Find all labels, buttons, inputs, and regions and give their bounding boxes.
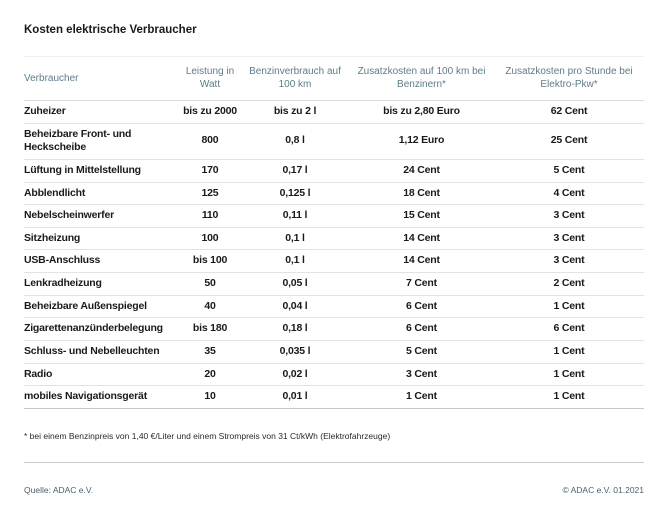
table-cell: Zuheizer	[24, 100, 179, 124]
table-cell: bis zu 2,80 Euro	[349, 100, 494, 124]
table-cell: 6 Cent	[349, 295, 494, 319]
table-cell: bis zu 2 l	[241, 100, 349, 124]
table-cell: 100	[179, 227, 241, 251]
table-cell: bis zu 2000	[179, 100, 241, 124]
table-cell: 0,035 l	[241, 340, 349, 364]
table-cell: 20	[179, 363, 241, 387]
table-cell: 800	[179, 123, 241, 160]
table-cell: 15 Cent	[349, 204, 494, 228]
table-cell: 62 Cent	[494, 100, 644, 124]
table-row: Abblendlicht 125 0,125 l 18 Cent 4 Cent	[24, 182, 644, 206]
copyright-label: © ADAC e.V. 01.2021	[562, 484, 644, 495]
table-cell: 125	[179, 182, 241, 206]
table-cell: bis 180	[179, 317, 241, 342]
table-cell: 40	[179, 295, 241, 319]
table-cell: Nebelscheinwerfer	[24, 204, 179, 228]
table-cell: 0,1 l	[241, 249, 349, 274]
table-cell: 35	[179, 340, 241, 364]
table-row: USB-Anschluss bis 100 0,1 l 14 Cent 3 Cent	[24, 249, 644, 274]
table-cell: 0,05 l	[241, 272, 349, 296]
table-header-row: Verbraucher Leistung in Watt Benzinverbr…	[24, 56, 644, 101]
table-cell: mobiles Navigationsgerät	[24, 385, 179, 409]
table-cell: Radio	[24, 363, 179, 387]
table-cell: 3 Cent	[494, 227, 644, 251]
table-cell: 170	[179, 159, 241, 183]
table-cell: 0,04 l	[241, 295, 349, 319]
table-cell: 0,1 l	[241, 227, 349, 251]
table-row: Zuheizer bis zu 2000 bis zu 2 l bis zu 2,80…	[24, 100, 644, 124]
table-cell: 3 Cent	[494, 204, 644, 228]
table-cell: 0,17 l	[241, 159, 349, 183]
table-cell: 1 Cent	[494, 385, 644, 409]
table-cell: 24 Cent	[349, 159, 494, 183]
table-cell: 50	[179, 272, 241, 296]
table-body: Zuheizer bis zu 2000 bis zu 2 l bis zu 2,80…	[24, 100, 644, 409]
table-cell: 110	[179, 204, 241, 228]
footer-divider	[24, 461, 644, 463]
table-cell: 0,01 l	[241, 385, 349, 409]
table-cell: Abblendlicht	[24, 182, 179, 206]
table-cell: 0,18 l	[241, 317, 349, 342]
col-header-leistung: Leistung in Watt	[179, 56, 241, 101]
page-title: Kosten elektrische Verbraucher	[24, 24, 197, 36]
table-cell: Lüftung in Mittelstellung	[24, 159, 179, 183]
table-header: Verbraucher Leistung in Watt Benzinverbr…	[24, 56, 644, 101]
table-cell: 14 Cent	[349, 249, 494, 274]
table-cell: 25 Cent	[494, 123, 644, 160]
footnote: * bei einem Benzinpreis von 1,40 €/Liter…	[24, 430, 391, 441]
table-cell: 1 Cent	[494, 340, 644, 364]
table-cell: 10	[179, 385, 241, 409]
table-cell: 3 Cent	[349, 363, 494, 387]
table-row: Nebelscheinwerfer 110 0,11 l 15 Cent 3 Cent	[24, 204, 644, 228]
table-row: Lüftung in Mittelstellung 170 0,17 l 24 Cen…	[24, 159, 644, 183]
table-cell: USB-Anschluss	[24, 249, 179, 274]
table-cell: Beheizbare Front- und Heckscheibe	[24, 123, 179, 160]
table-cell: 0,02 l	[241, 363, 349, 387]
table-cell: 0,8 l	[241, 123, 349, 160]
table-cell: 1 Cent	[349, 385, 494, 409]
footer: Quelle: ADAC e.V. © ADAC e.V. 01.2021	[24, 485, 644, 496]
table-row: Beheizbare Front- und Heckscheibe 800 0,8 …	[24, 123, 644, 160]
table-cell: 4 Cent	[494, 182, 644, 206]
table-cell: 1 Cent	[494, 295, 644, 319]
table-cell: 5 Cent	[494, 159, 644, 183]
table-cell: 2 Cent	[494, 272, 644, 296]
consumers-table: Verbraucher Leistung in Watt Benzinverbr…	[24, 56, 644, 409]
table-cell: 1,12 Euro	[349, 123, 494, 160]
table-cell: 5 Cent	[349, 340, 494, 364]
table-cell: 3 Cent	[494, 249, 644, 274]
table-cell: 6 Cent	[494, 317, 644, 342]
source-label: Quelle: ADAC e.V.	[24, 484, 94, 495]
table-cell: 1 Cent	[494, 363, 644, 387]
table-cell: Beheizbare Außenspiegel	[24, 295, 179, 319]
table-cell: 6 Cent	[349, 317, 494, 342]
col-header-verbraucher: Verbraucher	[24, 56, 179, 101]
col-header-benzinverbrauch: Benzinverbrauch auf 100 km	[241, 56, 349, 101]
table-cell: 14 Cent	[349, 227, 494, 251]
table-cell: Schluss- und Nebelleuchten	[24, 340, 179, 364]
table-cell: Lenkradheizung	[24, 272, 179, 296]
table-cell: Zigarettenanzünderbelegung	[24, 317, 179, 342]
table-cell: 7 Cent	[349, 272, 494, 296]
table-cell: 0,11 l	[241, 204, 349, 228]
table-cell: Sitzheizung	[24, 227, 179, 251]
table-row: Sitzheizung 100 0,1 l 14 Cent 3 Cent	[24, 227, 644, 251]
col-header-zusatzkosten-elektro: Zusatzkosten pro Stunde bei Elektro-Pkw*	[494, 56, 644, 101]
table-cell: 0,125 l	[241, 182, 349, 206]
col-header-zusatzkosten-benziner: Zusatzkosten auf 100 km bei Benzinern*	[349, 56, 494, 101]
table-cell: 18 Cent	[349, 182, 494, 206]
table-cell: bis 100	[179, 249, 241, 274]
